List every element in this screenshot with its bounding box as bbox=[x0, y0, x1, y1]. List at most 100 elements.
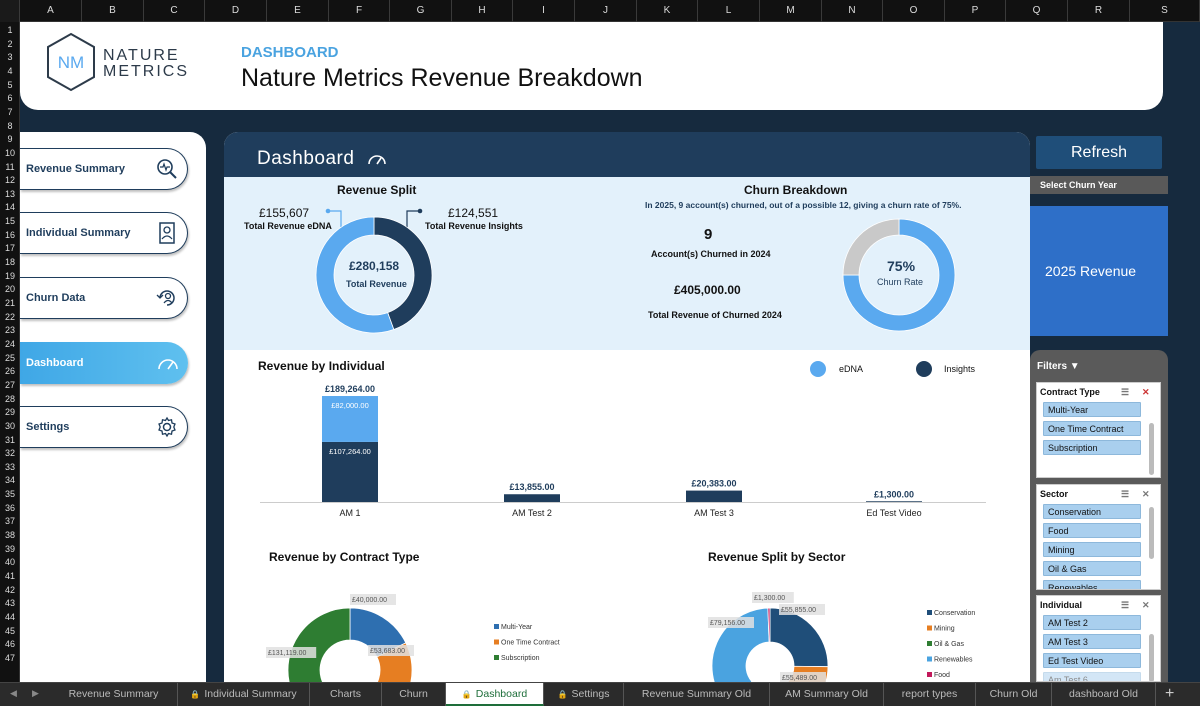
row-header[interactable]: 12 bbox=[4, 175, 15, 186]
row-header[interactable]: 27 bbox=[4, 379, 15, 390]
clear-filter-icon[interactable]: ✕ bbox=[1142, 489, 1150, 499]
row-header[interactable]: 47 bbox=[4, 652, 15, 663]
multi-select-icon[interactable]: ☰ bbox=[1121, 489, 1130, 499]
slicer-item[interactable]: One Time Contract bbox=[1043, 421, 1141, 436]
sheet-tab[interactable]: dashboard Old bbox=[1052, 683, 1156, 706]
row-header[interactable]: 42 bbox=[4, 584, 15, 595]
row-header[interactable]: 37 bbox=[4, 516, 15, 527]
nav-dashboard[interactable]: Dashboard bbox=[20, 342, 188, 384]
column-header-l[interactable]: L bbox=[698, 0, 760, 22]
column-header-q[interactable]: Q bbox=[1006, 0, 1068, 22]
slicer-item[interactable]: Subscription bbox=[1043, 440, 1141, 455]
row-header[interactable]: 16 bbox=[4, 229, 15, 240]
column-header-e[interactable]: E bbox=[267, 0, 329, 22]
row-header[interactable]: 9 bbox=[7, 134, 13, 145]
slicer-item[interactable]: Conservation bbox=[1043, 504, 1141, 519]
row-header[interactable]: 45 bbox=[4, 625, 15, 636]
row-header[interactable]: 36 bbox=[4, 502, 15, 513]
sheet-tab[interactable]: report types bbox=[884, 683, 976, 706]
column-header-n[interactable]: N bbox=[822, 0, 883, 22]
sheet-tab[interactable]: 🔒 Settings bbox=[544, 683, 624, 706]
row-header[interactable]: 30 bbox=[4, 420, 15, 431]
nav-settings[interactable]: Settings bbox=[20, 406, 188, 448]
column-header-d[interactable]: D bbox=[205, 0, 267, 22]
slicer-item[interactable]: Oil & Gas bbox=[1043, 561, 1141, 576]
row-header[interactable]: 25 bbox=[4, 352, 15, 363]
column-header-r[interactable]: R bbox=[1068, 0, 1130, 22]
row-header[interactable]: 46 bbox=[4, 639, 15, 650]
clear-filter-icon[interactable]: ✕ bbox=[1142, 387, 1150, 397]
slicer-item[interactable]: Food bbox=[1043, 523, 1141, 538]
row-header[interactable]: 39 bbox=[4, 543, 15, 554]
row-header[interactable]: 14 bbox=[4, 202, 15, 213]
column-header-s[interactable]: S bbox=[1130, 0, 1200, 22]
row-header[interactable]: 31 bbox=[4, 434, 15, 445]
row-header[interactable]: 28 bbox=[4, 393, 15, 404]
row-header[interactable]: 20 bbox=[4, 284, 15, 295]
slicer-item[interactable]: Multi-Year bbox=[1043, 402, 1141, 417]
row-header[interactable]: 7 bbox=[7, 106, 13, 117]
row-header[interactable]: 21 bbox=[4, 298, 15, 308]
year-2025-button[interactable]: 2025 Revenue bbox=[1030, 206, 1168, 336]
row-header[interactable]: 8 bbox=[7, 120, 13, 131]
slicer-scrollbar[interactable] bbox=[1149, 423, 1154, 475]
tab-scroll-right-icon[interactable]: ▶ bbox=[32, 688, 39, 698]
column-header-p[interactable]: P bbox=[945, 0, 1006, 22]
nav-individual-summary[interactable]: Individual Summary bbox=[20, 212, 188, 254]
row-header[interactable]: 2 bbox=[7, 38, 13, 49]
tab-scroll-left-icon[interactable]: ◀ bbox=[10, 688, 17, 698]
row-header[interactable]: 23 bbox=[4, 325, 15, 336]
column-header-b[interactable]: B bbox=[82, 0, 144, 22]
slicer-scrollbar[interactable] bbox=[1149, 634, 1154, 681]
row-header[interactable]: 4 bbox=[7, 65, 13, 76]
row-header[interactable]: 1 bbox=[7, 25, 13, 35]
nav-revenue-summary[interactable]: Revenue Summary bbox=[20, 148, 188, 190]
select-all-corner[interactable] bbox=[0, 0, 20, 22]
row-header[interactable]: 11 bbox=[5, 161, 15, 172]
row-header[interactable]: 6 bbox=[7, 93, 13, 104]
sheet-tab[interactable]: Revenue Summary Old bbox=[624, 683, 770, 706]
row-header[interactable]: 29 bbox=[4, 407, 15, 418]
row-header[interactable]: 13 bbox=[4, 188, 15, 199]
row-header[interactable]: 40 bbox=[4, 557, 15, 568]
slicer-item[interactable]: AM Test 2 bbox=[1043, 615, 1141, 630]
column-header-k[interactable]: K bbox=[637, 0, 698, 22]
row-header[interactable]: 34 bbox=[4, 475, 15, 486]
refresh-button[interactable]: Refresh bbox=[1036, 136, 1162, 169]
slicer-item[interactable]: Ed Test Video bbox=[1043, 653, 1141, 668]
row-header[interactable]: 38 bbox=[4, 530, 15, 541]
column-header-j[interactable]: J bbox=[575, 0, 637, 22]
sheet-tab[interactable]: AM Summary Old bbox=[770, 683, 884, 706]
row-header[interactable]: 3 bbox=[7, 52, 13, 63]
slicer-scrollbar[interactable] bbox=[1149, 507, 1154, 559]
sheet-tab[interactable]: 🔒 Dashboard bbox=[446, 683, 544, 706]
row-header[interactable]: 33 bbox=[4, 461, 15, 472]
slicer-item[interactable]: Renewables bbox=[1043, 580, 1141, 589]
row-header[interactable]: 19 bbox=[4, 270, 15, 281]
slicer-item[interactable]: Mining bbox=[1043, 542, 1141, 557]
column-header-f[interactable]: F bbox=[329, 0, 390, 22]
row-header[interactable]: 22 bbox=[4, 311, 15, 322]
column-header-m[interactable]: M bbox=[760, 0, 822, 22]
add-sheet-button[interactable]: + bbox=[1165, 685, 1175, 702]
row-header[interactable]: 5 bbox=[7, 79, 13, 90]
sheet-tab[interactable]: Revenue Summary bbox=[50, 683, 178, 706]
multi-select-icon[interactable]: ☰ bbox=[1121, 387, 1130, 397]
multi-select-icon[interactable]: ☰ bbox=[1121, 600, 1130, 610]
row-header[interactable]: 18 bbox=[4, 257, 15, 268]
row-header[interactable]: 41 bbox=[4, 571, 15, 581]
row-header[interactable]: 26 bbox=[4, 366, 15, 377]
row-header[interactable]: 17 bbox=[4, 243, 15, 254]
column-header-h[interactable]: H bbox=[452, 0, 513, 22]
row-header[interactable]: 24 bbox=[4, 338, 15, 349]
column-header-o[interactable]: O bbox=[883, 0, 945, 22]
sheet-tab[interactable]: Churn Old bbox=[976, 683, 1052, 706]
slicer-item[interactable]: Am Test 6 bbox=[1043, 672, 1141, 681]
row-header[interactable]: 15 bbox=[4, 216, 15, 227]
row-header[interactable]: 43 bbox=[4, 598, 15, 609]
column-header-i[interactable]: I bbox=[513, 0, 575, 22]
row-header[interactable]: 10 bbox=[4, 147, 15, 158]
column-header-c[interactable]: C bbox=[144, 0, 205, 22]
sheet-tab[interactable]: Charts bbox=[310, 683, 382, 706]
row-header[interactable]: 44 bbox=[4, 611, 15, 622]
